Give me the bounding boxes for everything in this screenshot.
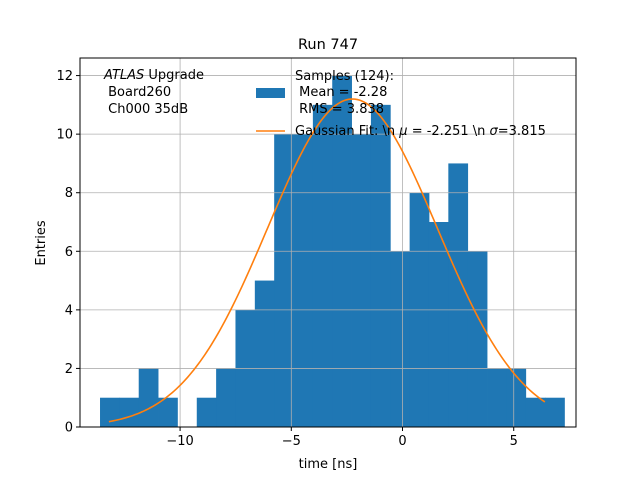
legend-swatch-samples [256,88,285,98]
x-tick-label: −5 [282,434,301,449]
legend-fit-sigma-symbol: σ [490,124,499,139]
legend: Samples (124): Mean = -2.28 RMS = 3.838 … [256,69,546,139]
x-axis-label: time [ns] [299,457,358,472]
chart-title: Run 747 [298,37,358,53]
histogram-bar [467,251,488,427]
histogram-bar [351,134,372,427]
y-axis-label: Entries [34,220,49,266]
y-ticks: 0 2 4 6 8 10 12 [56,69,80,436]
histogram-bar [390,251,411,427]
histogram-bar [370,104,391,427]
histogram-bar [428,222,449,427]
histogram-bar [100,397,120,427]
gaussian-fit-curve [108,98,546,423]
plot-frame [79,57,577,428]
histogram-bar [216,368,236,427]
legend-fit-mu-value: = -2.251 \n [408,124,490,139]
x-tick-label: 0 [398,434,406,449]
histogram-bar [254,280,275,427]
y-tick-label: 2 [65,362,73,377]
legend-fit-mu-symbol: μ [398,124,407,139]
legend-samples-line-1: Samples (124): [295,69,394,84]
x-tick-label: −10 [166,434,193,449]
histogram-bar [138,368,159,427]
histogram-bar [196,397,217,427]
legend-fit-label: Gaussian Fit: \n μ = -2.251 \n σ=3.815 [295,124,546,139]
annotation-atlas: ATLAS [103,68,144,83]
annotation-upgrade: Upgrade [144,68,204,83]
grid-lines [80,58,576,428]
legend-fit-sigma-value: =3.815 [498,124,546,139]
y-tick-label: 4 [65,303,73,318]
annotation-line-3: Ch000 35dB [104,102,188,117]
histogram-bar [158,397,178,427]
y-tick-label: 12 [56,69,73,84]
histogram-bar [545,397,565,427]
histogram-bar [293,134,314,427]
gaussian-fit [108,98,546,423]
annotation-line-1: ATLAS Upgrade [103,68,204,83]
x-tick-label: 5 [510,434,518,449]
legend-fit-prefix: Gaussian Fit: \n [295,124,399,139]
histogram-bar [525,397,546,427]
x-ticks: −10 −5 0 5 [166,427,518,449]
legend-samples-line-2: Mean = -2.28 [295,85,387,100]
histogram-bar [448,163,469,427]
histogram-bar [274,134,294,427]
histogram-bar [312,104,333,427]
atlas-annotation: ATLAS Upgrade Board260 Ch000 35dB [103,68,204,117]
legend-samples-line-3: RMS = 3.838 [295,102,384,117]
y-tick-label: 10 [56,128,73,143]
y-tick-label: 6 [65,245,73,260]
histogram-bar [506,368,527,427]
annotation-line-2: Board260 [104,85,171,100]
histogram-bar [487,368,507,427]
histogram-bar [119,397,140,427]
y-tick-label: 8 [65,186,73,201]
y-tick-label: 0 [65,421,73,436]
